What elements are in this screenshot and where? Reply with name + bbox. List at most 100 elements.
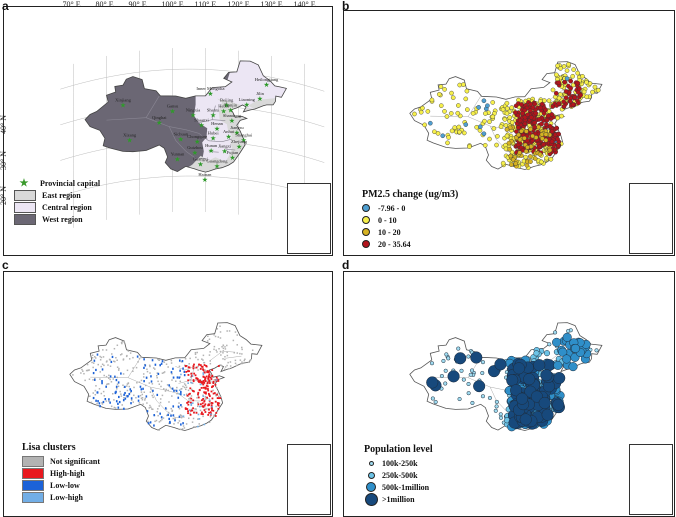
low-low-cell xyxy=(182,422,184,425)
not-significant-cell xyxy=(121,340,124,343)
province-boundary xyxy=(467,96,481,117)
not-significant-cell xyxy=(160,385,162,388)
low-low-cell xyxy=(172,414,175,417)
province-boundary xyxy=(185,129,209,142)
not-significant-cell xyxy=(116,366,119,368)
low-low-cell xyxy=(92,396,95,400)
pm25-city-point xyxy=(455,110,461,116)
high-high-cell xyxy=(208,382,211,384)
low-low-cell xyxy=(129,388,132,391)
pm25-city-point xyxy=(570,102,576,107)
high-high-cell xyxy=(212,380,215,383)
capital-star-icon: ★ xyxy=(221,147,227,155)
not-significant-cell xyxy=(226,344,228,347)
high-high-cell xyxy=(205,391,207,394)
not-significant-cell xyxy=(215,405,217,408)
low-low-cell xyxy=(159,364,161,367)
pm25-city-point xyxy=(556,131,562,137)
high-high-cell xyxy=(208,373,211,376)
pm25-city-point xyxy=(509,120,515,125)
not-significant-cell xyxy=(149,365,151,367)
population-city-point xyxy=(426,376,439,389)
not-significant-cell xyxy=(156,374,158,377)
not-significant-cell xyxy=(123,397,125,399)
not-significant-cell xyxy=(205,370,207,372)
high-high-cell xyxy=(187,401,190,403)
high-high-cell xyxy=(192,399,195,402)
not-significant-cell xyxy=(184,364,186,367)
not-significant-cell xyxy=(170,362,173,364)
not-significant-cell xyxy=(185,393,188,396)
not-significant-cell xyxy=(120,395,123,397)
population-city-point xyxy=(558,347,568,357)
pm25-city-point xyxy=(481,131,487,137)
not-significant-cell xyxy=(127,382,130,384)
low-low-cell xyxy=(150,380,153,383)
not-significant-cell xyxy=(135,396,137,399)
not-significant-cell xyxy=(92,379,94,381)
province-label: Ningxia xyxy=(186,107,201,112)
capital-star-icon: ★ xyxy=(197,160,203,168)
not-significant-cell xyxy=(213,378,216,381)
pm25-city-point xyxy=(522,121,528,126)
low-low-cell xyxy=(143,380,145,383)
not-significant-cell xyxy=(147,420,149,423)
high-high-cell xyxy=(208,394,211,396)
not-significant-cell xyxy=(180,361,183,363)
pm25-city-point xyxy=(513,103,519,109)
province-label: Xinjiang xyxy=(115,98,131,103)
high-high-cell xyxy=(186,401,189,404)
low-low-cell xyxy=(140,388,143,391)
low-low-cell xyxy=(180,404,182,407)
not-significant-cell xyxy=(216,387,218,389)
population-city-point xyxy=(498,412,503,417)
pm25-city-point xyxy=(571,67,576,72)
population-city-point xyxy=(566,329,571,334)
population-city-point xyxy=(494,404,499,409)
not-significant-cell xyxy=(175,380,177,382)
not-significant-cell xyxy=(170,407,173,410)
region-fills xyxy=(85,60,287,173)
pm25-city-point xyxy=(554,125,559,131)
parallel xyxy=(60,68,325,92)
not-significant-cell xyxy=(183,427,186,429)
not-significant-cell xyxy=(119,390,121,393)
low-low-cell xyxy=(153,414,155,417)
low-low-cell xyxy=(101,368,104,371)
pm25-city-point xyxy=(568,78,574,84)
high-high-cell xyxy=(199,403,202,406)
population-city-point xyxy=(466,354,471,359)
population-city-point xyxy=(430,396,435,401)
pm25-city-point xyxy=(478,124,483,130)
not-significant-cell xyxy=(158,421,161,423)
pm25-city-point xyxy=(504,111,510,116)
not-significant-cell xyxy=(102,356,105,358)
pm25-city-point xyxy=(566,62,571,67)
province-boundary xyxy=(145,95,160,118)
not-significant-cell xyxy=(111,353,113,355)
not-significant-cell xyxy=(138,357,141,360)
low-low-cell xyxy=(177,405,180,408)
not-significant-cell xyxy=(122,373,125,375)
not-significant-cell xyxy=(107,377,110,379)
low-high-cell xyxy=(198,405,201,408)
not-significant-cell xyxy=(167,389,169,392)
high-high-cell xyxy=(208,411,210,414)
lisa-legend-item: Low-low xyxy=(22,479,100,491)
province-label: Liaoning xyxy=(239,97,256,102)
longitude-tick: 120° E xyxy=(227,0,250,9)
high-high-cell xyxy=(202,413,204,416)
low-low-cell xyxy=(114,375,116,378)
panel-b-label: b xyxy=(342,0,350,13)
low-low-cell xyxy=(181,360,184,363)
not-significant-cell xyxy=(94,357,97,359)
high-high-cell xyxy=(200,387,203,389)
not-significant-cell xyxy=(157,380,159,383)
province-label: Shanxi xyxy=(207,107,220,112)
pm25-city-point xyxy=(435,131,441,136)
not-significant-cell xyxy=(249,358,252,361)
pm25-city-point xyxy=(500,107,506,112)
not-significant-cell xyxy=(109,378,111,381)
not-significant-cell xyxy=(116,376,119,379)
